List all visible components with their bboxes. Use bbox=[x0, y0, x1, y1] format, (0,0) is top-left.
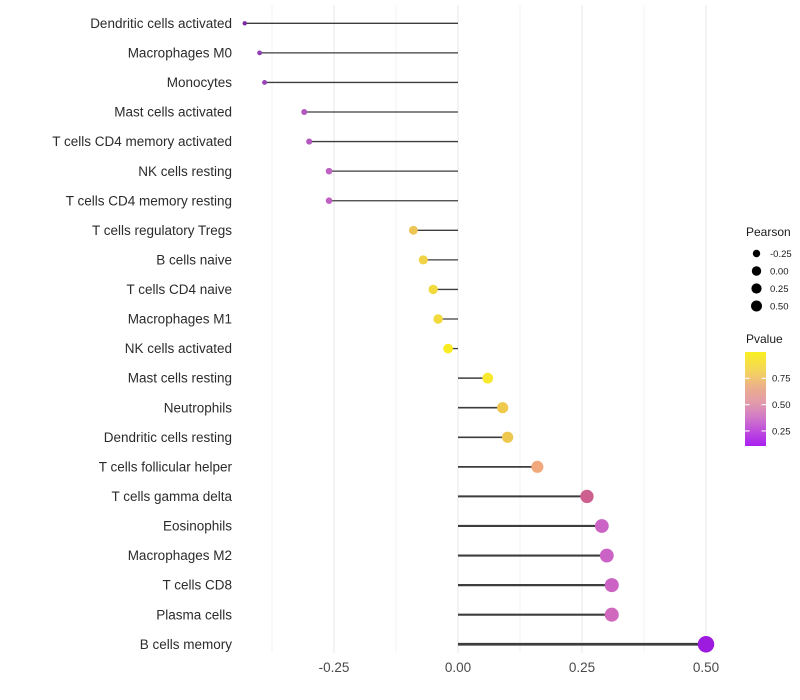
lollipop-dot bbox=[325, 197, 333, 205]
lollipop-dot bbox=[242, 21, 247, 26]
colorbar-tick-label: 0.75 bbox=[772, 374, 791, 385]
pvalue-colorbar bbox=[745, 352, 766, 446]
size-legend-dot bbox=[751, 266, 762, 276]
lollipop-dot bbox=[428, 284, 438, 295]
row-label: Plasma cells bbox=[156, 607, 232, 622]
lollipop-dot bbox=[306, 138, 313, 145]
lollipop-dot bbox=[443, 343, 453, 354]
row-label: T cells regulatory Tregs bbox=[92, 223, 232, 238]
lollipop-dot bbox=[262, 79, 268, 85]
row-label: Monocytes bbox=[167, 75, 233, 90]
lollipop-dot bbox=[433, 314, 443, 324]
lollipop-dots bbox=[242, 21, 715, 653]
row-label: Macrophages M2 bbox=[128, 548, 232, 563]
x-tick-label: -0.25 bbox=[319, 660, 350, 675]
row-label: B cells naive bbox=[156, 252, 232, 267]
row-label: Macrophages M1 bbox=[128, 312, 232, 327]
y-axis-labels: Dendritic cells activated Macrophages M0 M… bbox=[52, 16, 232, 652]
lollipop-dot bbox=[501, 431, 514, 443]
lollipop-dot bbox=[580, 489, 594, 504]
lollipop-dot bbox=[497, 402, 509, 414]
row-label: T cells follicular helper bbox=[99, 459, 233, 474]
x-tick-label: 0.00 bbox=[445, 660, 471, 675]
row-label: T cells CD8 bbox=[162, 578, 232, 593]
colorbar-tick-label: 0.50 bbox=[772, 400, 791, 411]
lollipop-dot bbox=[604, 578, 619, 593]
row-label: T cells CD4 memory resting bbox=[66, 193, 232, 208]
row-label: Dendritic cells activated bbox=[90, 16, 232, 31]
lollipop-dot bbox=[531, 460, 544, 473]
lollipop-dot bbox=[418, 255, 428, 265]
lollipop-dot bbox=[408, 225, 418, 235]
lollipop-dot bbox=[325, 167, 333, 175]
row-label: B cells memory bbox=[140, 637, 233, 652]
row-label: Eosinophils bbox=[163, 519, 232, 534]
lollipop-dot bbox=[599, 548, 614, 563]
size-legend-label: 0.50 bbox=[770, 301, 789, 312]
color-legend-title: Pvalue bbox=[746, 332, 783, 346]
lollipop-dot bbox=[697, 636, 715, 653]
row-label: T cells CD4 naive bbox=[126, 282, 232, 297]
size-legend-title: Pearson bbox=[746, 225, 791, 239]
row-label: Mast cells activated bbox=[114, 105, 232, 120]
size-legend-label: 0.25 bbox=[770, 284, 789, 295]
x-axis-labels: -0.25 0.00 0.25 0.50 bbox=[319, 660, 720, 675]
lollipop-dot bbox=[482, 372, 494, 384]
size-legend-label: -0.25 bbox=[770, 249, 792, 260]
row-label: Dendritic cells resting bbox=[104, 430, 232, 445]
row-label: T cells gamma delta bbox=[111, 489, 232, 504]
size-legend-dot bbox=[751, 283, 762, 294]
row-label: Macrophages M0 bbox=[128, 45, 232, 60]
row-label: NK cells resting bbox=[138, 164, 232, 179]
row-label: Mast cells resting bbox=[128, 371, 232, 386]
lollipop-dot bbox=[604, 607, 619, 622]
legend: Pearson -0.25 0.00 0.25 0.50 Pvalue 0.75 0.50 0.… bbox=[745, 225, 792, 446]
lollipop-dot bbox=[594, 519, 609, 533]
size-legend-dot bbox=[751, 300, 762, 312]
x-tick-label: 0.50 bbox=[693, 660, 719, 675]
lollipop-dot bbox=[301, 109, 308, 115]
x-tick-label: 0.25 bbox=[569, 660, 595, 675]
row-label: Neutrophils bbox=[164, 400, 233, 415]
row-label: NK cells activated bbox=[125, 341, 232, 356]
size-legend-dot bbox=[752, 249, 761, 258]
row-label: T cells CD4 memory activated bbox=[52, 134, 232, 149]
gridlines bbox=[271, 5, 707, 653]
size-legend-label: 0.00 bbox=[770, 266, 789, 277]
lollipop-dot bbox=[257, 50, 262, 56]
colorbar-tick-label: 0.25 bbox=[772, 426, 791, 437]
lollipop-stems bbox=[244, 22, 706, 646]
